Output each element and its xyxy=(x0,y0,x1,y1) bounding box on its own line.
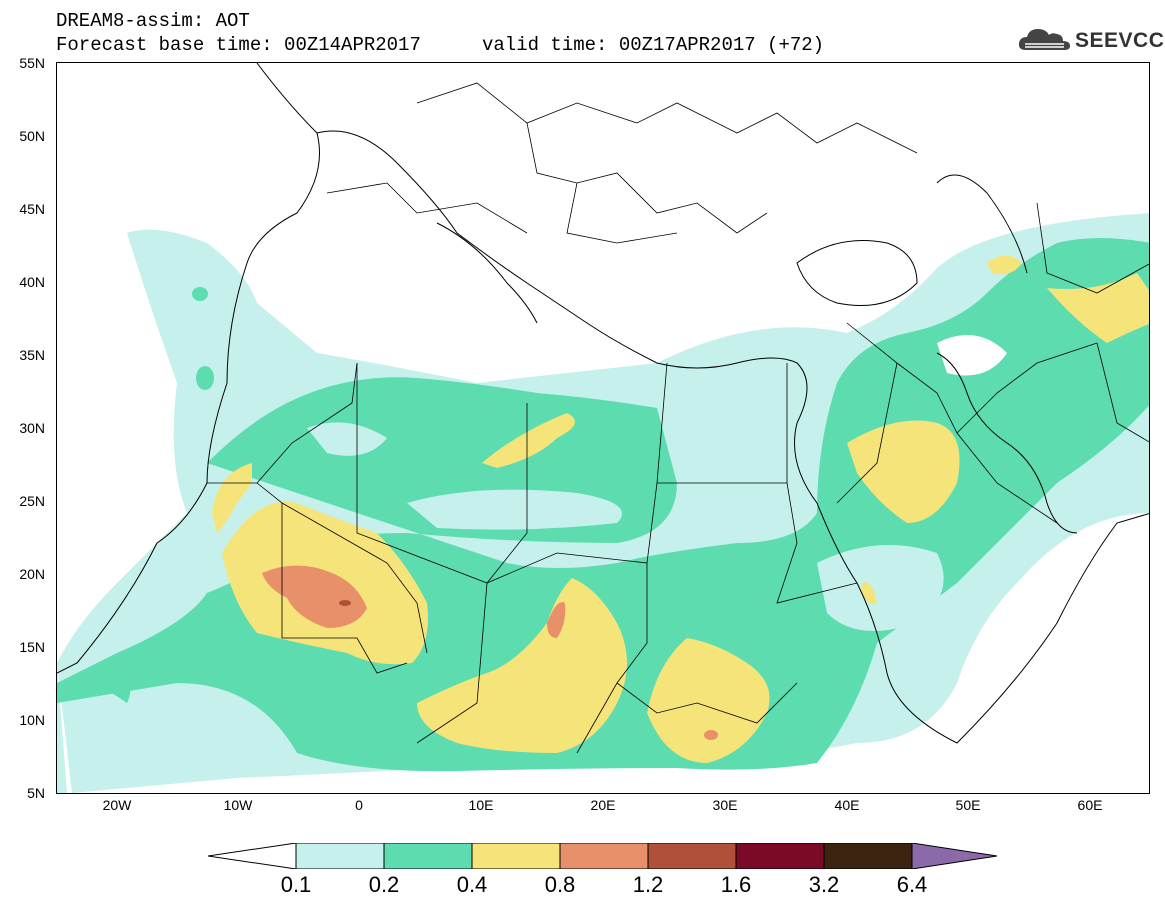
lat-label: 20N xyxy=(19,566,45,582)
lat-label: 55N xyxy=(19,55,45,71)
colorbar-swatch xyxy=(295,842,385,870)
colorbar-swatch xyxy=(823,842,913,870)
aot-field-map xyxy=(57,63,1149,793)
cloud-icon xyxy=(1018,29,1070,50)
coastlines xyxy=(57,63,1149,744)
lat-label: 5N xyxy=(27,785,45,801)
aot-contour-0.4 xyxy=(212,255,1149,763)
lon-label: 40E xyxy=(834,797,860,813)
colorbar-arrow-right xyxy=(911,842,998,870)
colorbar-swatch xyxy=(647,842,737,870)
colorbar-legend xyxy=(207,842,998,870)
lon-label: 20W xyxy=(102,797,132,813)
map-title: DREAM8-assim: AOT xyxy=(56,10,250,32)
lat-label: 35N xyxy=(19,347,45,363)
map-frame xyxy=(56,62,1150,794)
lon-label: 50E xyxy=(955,797,981,813)
colorbar-label: 1.2 xyxy=(632,872,664,897)
lon-label: 10E xyxy=(468,797,494,813)
lat-label: 15N xyxy=(19,639,45,655)
colorbar-label: 0.8 xyxy=(544,872,576,897)
aot-low-areas xyxy=(307,335,1007,631)
lon-label: 20E xyxy=(590,797,616,813)
colorbar-label: 3.2 xyxy=(808,872,840,897)
colorbar-swatch xyxy=(383,842,473,870)
lat-label: 10N xyxy=(19,712,45,728)
colorbar-swatch xyxy=(559,842,649,870)
lon-label: 60E xyxy=(1077,797,1103,813)
lat-label: 25N xyxy=(19,493,45,509)
colorbar-swatch xyxy=(735,842,825,870)
logo-text: SEEVCCC xyxy=(1075,29,1165,52)
lon-label: 30E xyxy=(712,797,738,813)
country-borders xyxy=(207,82,1149,754)
lat-label: 50N xyxy=(19,128,45,144)
lat-label: 45N xyxy=(19,201,45,217)
colorbar-swatch xyxy=(471,842,561,870)
colorbar-label: 0.1 xyxy=(280,872,312,897)
colorbar-label: 0.2 xyxy=(368,872,400,897)
colorbar xyxy=(207,842,998,870)
forecast-base-time: Forecast base time: 00Z14APR2017 xyxy=(56,34,421,56)
lon-label: 0 xyxy=(355,797,363,813)
colorbar-label: 6.4 xyxy=(896,872,928,897)
aot-contour-1.2 xyxy=(339,600,351,606)
colorbar-label: 0.4 xyxy=(456,872,488,897)
seevccc-logo: SEEVCCC xyxy=(1016,22,1165,58)
colorbar-label: 1.6 xyxy=(720,872,752,897)
colorbar-arrow-left xyxy=(207,842,297,870)
lat-label: 40N xyxy=(19,274,45,290)
lat-label: 30N xyxy=(19,420,45,436)
valid-time: valid time: 00Z17APR2017 (+72) xyxy=(482,34,825,56)
lon-label: 10W xyxy=(223,797,253,813)
aot-contour-0.8 xyxy=(262,565,718,740)
